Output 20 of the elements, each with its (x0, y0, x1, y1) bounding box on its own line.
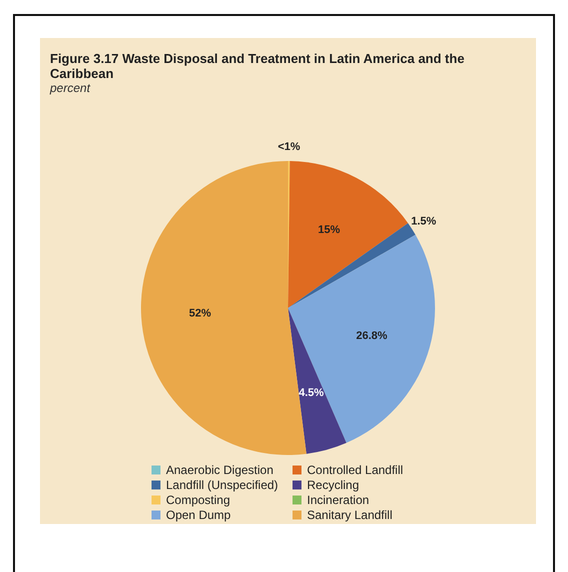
legend-label: Landfill (Unspecified) (166, 478, 278, 492)
data-label: <1% (278, 141, 300, 154)
legend-label: Open Dump (166, 508, 232, 522)
data-label: 1.5% (411, 215, 436, 228)
pie-slice (288, 223, 416, 308)
chart-subtitle: percent (49, 81, 91, 95)
data-label: 4.5% (298, 387, 324, 400)
chart-title: Figure 3.17 Waste Disposal and Treatment in Latin America and the Caribbean (50, 51, 464, 81)
pie-slice (288, 308, 346, 454)
legend-label: Composting (166, 493, 230, 507)
data-label: 15% (318, 224, 340, 236)
data-label: 52% (188, 308, 212, 320)
legend-label: Incineration (307, 493, 370, 507)
legend-label: Sanitary Landfill (307, 508, 392, 522)
pie-slice (288, 161, 408, 308)
data-label: 26.8% (356, 330, 388, 342)
legend-label: Controlled Landfill (307, 463, 404, 477)
pie-slice (288, 234, 435, 443)
legend-label: Recycling (307, 478, 360, 492)
legend-label: Anaerobic Digestion (166, 463, 274, 477)
